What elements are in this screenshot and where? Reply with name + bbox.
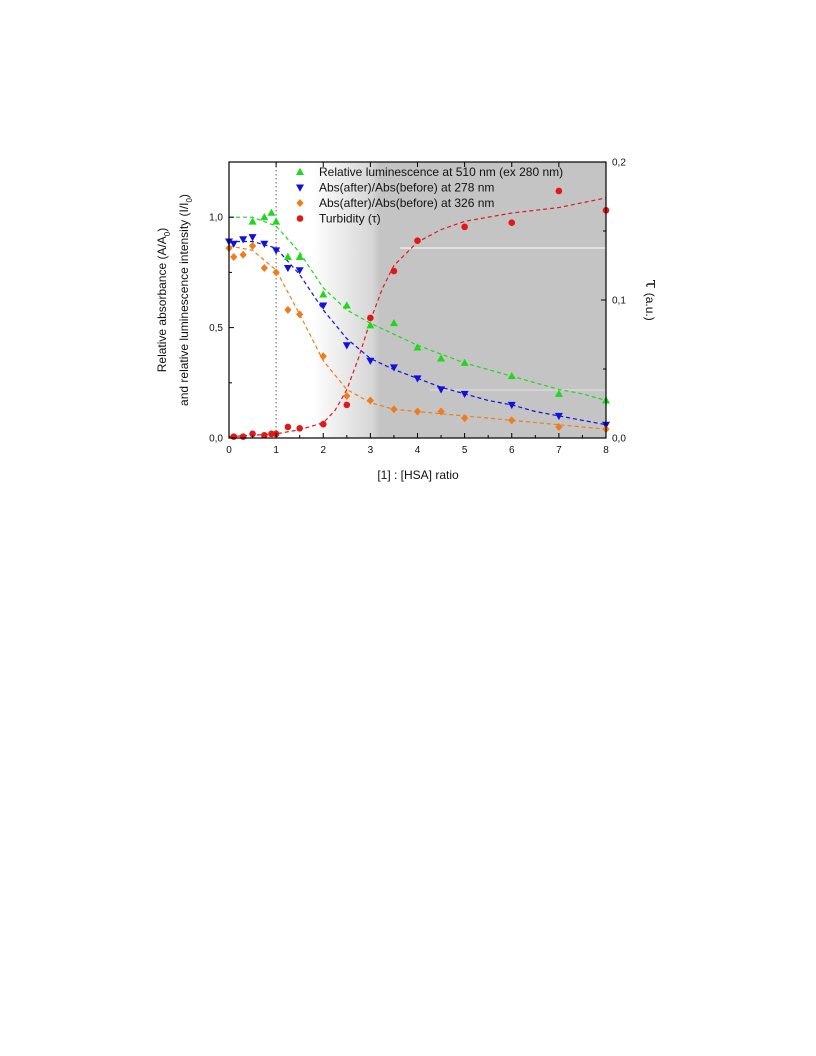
legend-marker-turbidity — [296, 215, 304, 222]
x-tick-label: 8 — [603, 445, 609, 456]
x-tick-label: 0 — [226, 445, 232, 456]
legend-marker-relative-luminescence-at-510-nm-ex-280-nm — [296, 167, 304, 175]
abs-after-abs-before-at-326-nm-point — [248, 241, 257, 250]
relative-luminescence-at-510-nm-ex-280-nm-point — [283, 252, 292, 260]
relative-luminescence-at-510-nm-ex-280-nm-point — [460, 358, 469, 366]
tick-labels: 0 1 2 3 4 5 6 7 80,00,51,00,00,10,2 — [209, 158, 626, 457]
turbidity-point — [230, 433, 238, 440]
turbidity-point — [284, 423, 292, 431]
turbidity-point — [508, 219, 516, 227]
relative-luminescence-at-510-nm-ex-280-nm-point — [437, 354, 446, 362]
abs-after-abs-before-at-326-nm-point — [284, 305, 292, 314]
relative-luminescence-at-510-nm-ex-280-nm-point — [342, 301, 351, 309]
abs-after-abs-before-at-326-nm-point — [555, 422, 563, 431]
relative-luminescence-at-510-nm-ex-280-nm-point — [319, 290, 328, 298]
abs-after-abs-before-at-326-nm-point — [413, 407, 422, 416]
y-axis-label-left-line2: and relative luminescence intensity (I/I… — [177, 194, 194, 406]
turbidity-fit-curve — [229, 197, 606, 438]
abs-after-abs-before-at-278-nm-point — [229, 240, 238, 248]
legend-marker-abs-after-abs-before-at-326-nm — [296, 199, 304, 207]
legend-label: Relative luminescence at 510 nm (ex 280 … — [319, 165, 563, 179]
relative-luminescence-at-510-nm-ex-280-nm-point — [260, 213, 269, 221]
background-streaks — [400, 247, 606, 391]
x-tick-label: 5 — [462, 445, 468, 456]
relative-luminescence-at-510-nm-ex-280-nm-point — [389, 318, 398, 327]
turbidity-point — [296, 425, 303, 432]
turbidity-point — [239, 433, 247, 440]
turbidity-point — [319, 420, 327, 428]
relative-luminescence-at-510-nm-ex-280-nm-point — [366, 321, 375, 329]
abs-after-abs-before-at-326-nm-point — [296, 310, 304, 319]
legend-label: Turbidity (τ) — [319, 212, 381, 226]
abs-after-abs-before-at-278-nm-point — [554, 412, 563, 421]
y-left-tick-label: 0,5 — [209, 323, 223, 334]
turbidity-point — [555, 187, 563, 195]
abs-after-abs-before-at-326-nm-point — [437, 407, 445, 416]
abs-after-abs-before-at-278-nm-point — [248, 234, 257, 242]
relative-luminescence-at-510-nm-ex-280-nm-point — [272, 217, 281, 225]
abs-after-abs-before-at-326-nm-point — [230, 252, 238, 261]
y-axis-label-right: τ(a.u.) — [641, 279, 661, 320]
x-axis-label: [1] : [HSA] ratio — [377, 468, 459, 482]
x-tick-label: 7 — [556, 445, 562, 456]
abs-after-abs-before-at-326-nm-point — [461, 414, 469, 423]
axis-ticks — [228, 161, 607, 439]
abs-after-abs-before-at-326-nm-point — [272, 268, 280, 277]
legend-label: Abs(after)/Abs(before) at 278 nm — [319, 181, 494, 195]
turbidity-point — [343, 401, 351, 409]
turbidity-point — [414, 237, 421, 244]
y-right-tick-label: 0,2 — [612, 158, 626, 169]
relative-luminescence-at-510-nm-ex-280-nm-point — [248, 217, 257, 225]
x-tick-label: 1 — [273, 445, 279, 456]
turbidity-point — [390, 267, 398, 275]
legend-marker-abs-after-abs-before-at-278-nm — [296, 184, 304, 192]
turbidity-point — [461, 223, 468, 231]
y-axis-label-left-line1: Relative absorbance (A/A0) — [155, 228, 172, 373]
relative-luminescence-at-510-nm-ex-280-nm-point — [267, 208, 276, 216]
abs-after-abs-before-at-326-nm-point — [239, 250, 247, 259]
x-tick-label: 2 — [320, 445, 326, 456]
abs-after-abs-before-at-278-nm-point — [413, 375, 422, 383]
abs-after-abs-before-at-326-nm-point — [260, 263, 268, 272]
turbidity-point — [261, 431, 268, 439]
y-left-tick-label: 0,0 — [209, 434, 223, 445]
legend: Relative luminescence at 510 nm (ex 280 … — [296, 165, 563, 226]
x-tick-label: 3 — [368, 445, 374, 456]
y-left-tick-label: 1,0 — [209, 213, 223, 224]
abs-after-abs-before-at-278-nm-point — [295, 267, 304, 275]
abs-after-abs-before-at-278-nm-point — [239, 236, 248, 244]
abs-after-abs-before-at-278-nm-point — [283, 264, 292, 273]
x-tick-label: 6 — [509, 445, 515, 456]
relative-luminescence-at-510-nm-ex-280-nm-point — [554, 389, 563, 397]
turbidity-point — [249, 430, 256, 438]
x-tick-label: 4 — [415, 445, 421, 456]
relative-luminescence-at-510-nm-ex-280-nm-point — [507, 371, 516, 380]
abs-after-abs-before-at-278-nm-point — [366, 357, 375, 365]
abs-after-abs-before-at-278-nm-point — [319, 302, 328, 310]
abs-after-abs-before-at-278-nm-point — [260, 240, 269, 248]
abs-after-abs-before-at-326-nm-point — [366, 396, 374, 405]
abs-after-abs-before-at-326-nm-point — [343, 392, 351, 401]
abs-after-abs-before-at-278-nm-point — [507, 401, 516, 410]
relative-luminescence-at-510-nm-ex-280-nm-point — [295, 252, 304, 260]
abs-after-abs-before-at-278-nm-point — [342, 342, 351, 350]
abs-after-abs-before-at-326-nm-point — [508, 416, 516, 425]
abs-after-abs-before-at-278-nm-point — [460, 390, 469, 399]
plot-background — [229, 162, 606, 438]
relative-luminescence-at-510-nm-ex-280-nm-point — [413, 343, 422, 351]
data-points — [225, 187, 610, 440]
y-right-tick-label: 0,1 — [612, 296, 626, 307]
abs-after-abs-before-at-278-nm-point — [272, 247, 281, 255]
abs-after-abs-before-at-326-nm-point — [390, 405, 398, 414]
abs-after-abs-before-at-278-nm-point — [437, 386, 446, 394]
y-right-tick-label: 0,0 — [612, 434, 626, 445]
abs-after-abs-before-at-326-nm-point — [319, 352, 327, 361]
legend-label: Abs(after)/Abs(before) at 326 nm — [319, 196, 494, 210]
turbidity-point — [268, 430, 275, 438]
abs-after-abs-before-at-278-nm-point — [389, 364, 398, 372]
turbidity-point — [367, 314, 374, 322]
